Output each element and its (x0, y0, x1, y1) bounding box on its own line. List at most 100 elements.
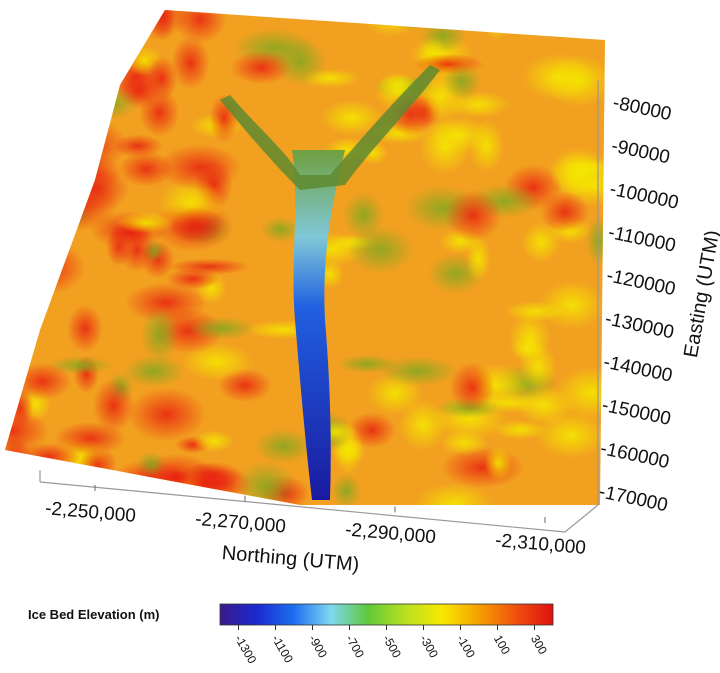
terrain-patch (5, 286, 45, 311)
terrain-patch (92, 378, 135, 433)
terrain-patch (157, 144, 242, 191)
terrain-patch (171, 35, 210, 90)
terrain-patch (550, 152, 605, 197)
terrain-patch (165, 268, 220, 290)
terrain-patch (414, 482, 494, 505)
y-tick-label: -130000 (603, 308, 676, 343)
y-tick-label: -160000 (599, 438, 672, 473)
terrain-patch (444, 189, 502, 242)
terrain-patch (465, 234, 491, 283)
colorbar-tick-label: 100 (491, 633, 513, 658)
terrain-patch (534, 411, 605, 459)
x-axis-title: Northing (UTM) (221, 542, 360, 576)
terrain-patch (12, 73, 57, 94)
terrain-patch (115, 211, 176, 234)
terrain-patch (6, 387, 33, 429)
terrain-patch (136, 451, 166, 477)
terrain-patch (319, 99, 384, 136)
terrain-patch (74, 24, 157, 46)
terrain-patch (117, 151, 175, 187)
terrain-patch (518, 343, 558, 391)
terrain-patch (167, 206, 226, 244)
terrain-patch (160, 469, 192, 487)
terrain-patch (16, 256, 52, 275)
terrain-patch (521, 222, 561, 263)
terrain-patch (484, 445, 513, 481)
terrain-patch (462, 10, 514, 24)
terrain-patch (18, 140, 54, 173)
y-tick-label: -120000 (605, 265, 678, 300)
terrain-patch (5, 243, 42, 264)
terrain-patch (5, 21, 53, 60)
terrain-patch (331, 473, 362, 505)
y-tick-label: -80000 (611, 92, 673, 125)
terrain-patch (562, 10, 605, 28)
y-axis-title: Easting (UTM) (680, 229, 720, 360)
terrain-patch (123, 355, 186, 388)
terrain-patch (140, 307, 179, 363)
y-tick-label: -150000 (600, 395, 673, 430)
terrain-patch (540, 191, 590, 233)
terrain-patch (5, 267, 60, 290)
terrain-patch (83, 86, 138, 120)
upper-valley (220, 65, 440, 190)
colorbar-title: Ice Bed Elevation (m) (28, 607, 159, 622)
terrain-patch (187, 316, 257, 340)
terrain-patch (112, 134, 163, 158)
terrain-patch (468, 119, 505, 173)
terrain-patch (492, 419, 549, 440)
terrain-patch (337, 354, 397, 374)
colorbar-tick-label: -900 (306, 633, 330, 661)
terrain-patch (53, 53, 79, 100)
terrain-patch (18, 85, 75, 122)
colorbar-tick-label: -500 (380, 633, 404, 661)
terrain-patch (67, 119, 96, 146)
terrain-patch (5, 486, 32, 505)
terrain-patch (378, 356, 458, 387)
terrain-patch (521, 53, 595, 102)
terrain-patch (390, 10, 416, 26)
colorbar-tick-label: 300 (528, 633, 550, 658)
terrain-patch (119, 227, 155, 272)
terrain-patch (173, 10, 227, 44)
terrain-patch (139, 88, 180, 137)
main-trough (292, 150, 345, 500)
terrain-patch (69, 126, 100, 170)
axis-frame (39, 80, 599, 533)
terrain-patch (254, 428, 314, 464)
terrain-patch (527, 15, 605, 39)
x-tick-label: -2,270,000 (194, 509, 286, 538)
terrain-patch (67, 304, 103, 353)
terrain-patch (193, 430, 235, 453)
terrain-patch (347, 226, 415, 274)
colorbar-tick-label: -700 (343, 633, 367, 661)
colorbar-tick-label: -1300 (232, 633, 260, 667)
colorbar-bar (219, 603, 554, 626)
terrain-patch (539, 280, 605, 330)
terrain-patch (38, 177, 119, 232)
y-tick-label: -100000 (608, 179, 681, 214)
x-tick-label: -2,250,000 (44, 498, 136, 527)
terrain-patch (274, 38, 327, 86)
y-axis: -80000 -90000 -100000 -110000 -120000 -130000… (597, 92, 720, 516)
x-tick-label: -2,290,000 (344, 519, 436, 548)
y-tick-label: -170000 (597, 481, 670, 516)
x-tick-label: -2,310,000 (494, 530, 586, 559)
terrain-patch (53, 153, 123, 193)
colorbar-tick-label: -1100 (269, 633, 296, 666)
colorbar-tick-label: -100 (454, 633, 478, 661)
terrain-patch (449, 361, 495, 414)
terrain-patch (127, 387, 207, 442)
terrain-patch (439, 430, 489, 456)
colorbar: Ice Bed Elevation (m) -1300 -1100 -900 -700… (28, 603, 554, 667)
terrain-patch (14, 240, 86, 295)
y-tick-label: -110000 (606, 222, 677, 257)
colorbar-tick-label: -300 (417, 633, 441, 661)
terrain-patch (150, 10, 176, 42)
terrain-patch (260, 216, 301, 243)
y-tick-label: -140000 (602, 352, 675, 387)
terrain-patch (482, 10, 511, 41)
terrain-patch (69, 41, 106, 88)
y-tick-label: -90000 (609, 136, 671, 169)
